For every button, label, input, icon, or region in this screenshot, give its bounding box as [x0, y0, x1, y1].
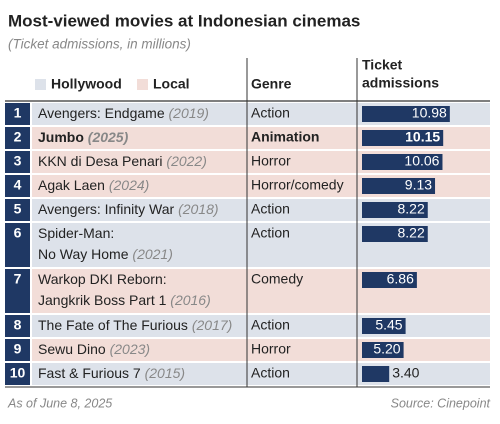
rank-box — [5, 103, 30, 125]
movie-title: Jangkrik Boss Part 1 — [38, 292, 167, 308]
movie-title-line: KKN di Desa Penari (2022) — [38, 153, 207, 169]
rank: 6 — [14, 225, 22, 241]
movie-title-line: Spider-Man: — [38, 225, 114, 241]
movie-title: Jumbo — [38, 129, 84, 145]
value-label: 3.40 — [392, 365, 419, 381]
movie-title: The Fate of The Furious — [38, 317, 188, 333]
rank: 1 — [14, 105, 22, 121]
rank-box — [5, 175, 30, 197]
rank: 7 — [14, 271, 22, 287]
value-label: 8.22 — [398, 225, 425, 241]
rank-box — [5, 363, 30, 385]
rank-box — [5, 127, 30, 149]
genre: Horror/comedy — [251, 177, 344, 193]
year: (2016) — [170, 292, 210, 308]
movie-title-line: Jangkrik Boss Part 1 (2016) — [38, 292, 211, 308]
movie-title: Spider-Man: — [38, 225, 114, 241]
bar — [362, 178, 436, 194]
legend-label: Hollywood — [51, 76, 122, 92]
value-label: 8.22 — [398, 201, 425, 217]
movie-title-line: No Way Home (2021) — [38, 246, 173, 262]
movie-title-line: Avengers: Infinity War (2018) — [38, 201, 219, 217]
rank: 8 — [14, 317, 22, 333]
chart-title: Most-viewed movies at Indonesian cinemas — [8, 11, 360, 30]
movie-title-line: Jumbo (2025) — [38, 129, 129, 145]
rank: 9 — [14, 341, 22, 357]
source: Source: Cinepoint — [391, 396, 491, 410]
year: (2024) — [109, 177, 149, 193]
genre-header: Genre — [251, 76, 292, 92]
movie-title: Sewu Dino — [38, 341, 106, 357]
movie-title-line: Avengers: Endgame (2019) — [38, 105, 209, 121]
movie-title: KKN di Desa Penari — [38, 153, 163, 169]
genre: Action — [251, 225, 290, 241]
movie-title: Avengers: Endgame — [38, 105, 165, 121]
bar — [362, 106, 450, 122]
value-label: 10.06 — [404, 153, 439, 169]
movie-title-line: The Fate of The Furious (2017) — [38, 317, 232, 333]
movie-title: Warkop DKI Reborn: — [38, 271, 167, 287]
value-label: 9.13 — [405, 177, 432, 193]
rank-box — [5, 339, 30, 361]
movie-title: Fast & Furious 7 — [38, 365, 141, 381]
bar — [362, 226, 428, 242]
rank-box — [5, 269, 30, 313]
rank-box — [5, 315, 30, 337]
value-label: 5.45 — [375, 317, 402, 333]
bar — [362, 342, 404, 358]
rank: 5 — [14, 201, 22, 217]
rank: 3 — [14, 153, 22, 169]
legend-swatch — [137, 79, 148, 90]
movie-title-line: Agak Laen (2024) — [38, 177, 149, 193]
bar — [362, 318, 406, 334]
bar — [362, 272, 417, 288]
bar — [362, 130, 444, 146]
year: (2022) — [166, 153, 206, 169]
rank: 10 — [10, 365, 26, 381]
rank: 4 — [14, 177, 22, 193]
genre: Action — [251, 365, 290, 381]
rank-box — [5, 199, 30, 221]
value-header: Ticket — [362, 57, 403, 73]
genre: Action — [251, 317, 290, 333]
genre: Horror — [251, 153, 291, 169]
chart-subtitle: (Ticket admissions, in millions) — [8, 37, 191, 52]
value-header: admissions — [362, 75, 439, 91]
value-label: 6.86 — [387, 271, 414, 287]
bar — [362, 202, 428, 218]
legend-label: Local — [153, 76, 190, 92]
value-label: 10.98 — [412, 105, 447, 121]
movie-title: No Way Home — [38, 246, 129, 262]
movie-title-line: Fast & Furious 7 (2015) — [38, 365, 185, 381]
movie-title-line: Warkop DKI Reborn: — [38, 271, 167, 287]
year: (2017) — [192, 317, 232, 333]
year: (2018) — [178, 201, 218, 217]
rank-box — [5, 223, 30, 267]
rank-box — [5, 151, 30, 173]
legend-swatch — [35, 79, 46, 90]
value-label: 10.15 — [405, 129, 440, 145]
year: (2015) — [145, 365, 185, 381]
year: (2025) — [88, 129, 129, 145]
note: As of June 8, 2025 — [7, 396, 112, 410]
genre: Animation — [251, 129, 319, 145]
year: (2019) — [169, 105, 209, 121]
genre: Horror — [251, 341, 291, 357]
rank: 2 — [14, 129, 22, 145]
genre: Action — [251, 201, 290, 217]
bar — [362, 366, 390, 382]
bar — [362, 154, 443, 170]
movie-title: Agak Laen — [38, 177, 105, 193]
year: (2021) — [132, 246, 172, 262]
year: (2023) — [110, 341, 150, 357]
value-label: 5.20 — [373, 341, 400, 357]
genre: Comedy — [251, 271, 303, 287]
movie-title-line: Sewu Dino (2023) — [38, 341, 150, 357]
genre: Action — [251, 105, 290, 121]
movie-title: Avengers: Infinity War — [38, 201, 175, 217]
